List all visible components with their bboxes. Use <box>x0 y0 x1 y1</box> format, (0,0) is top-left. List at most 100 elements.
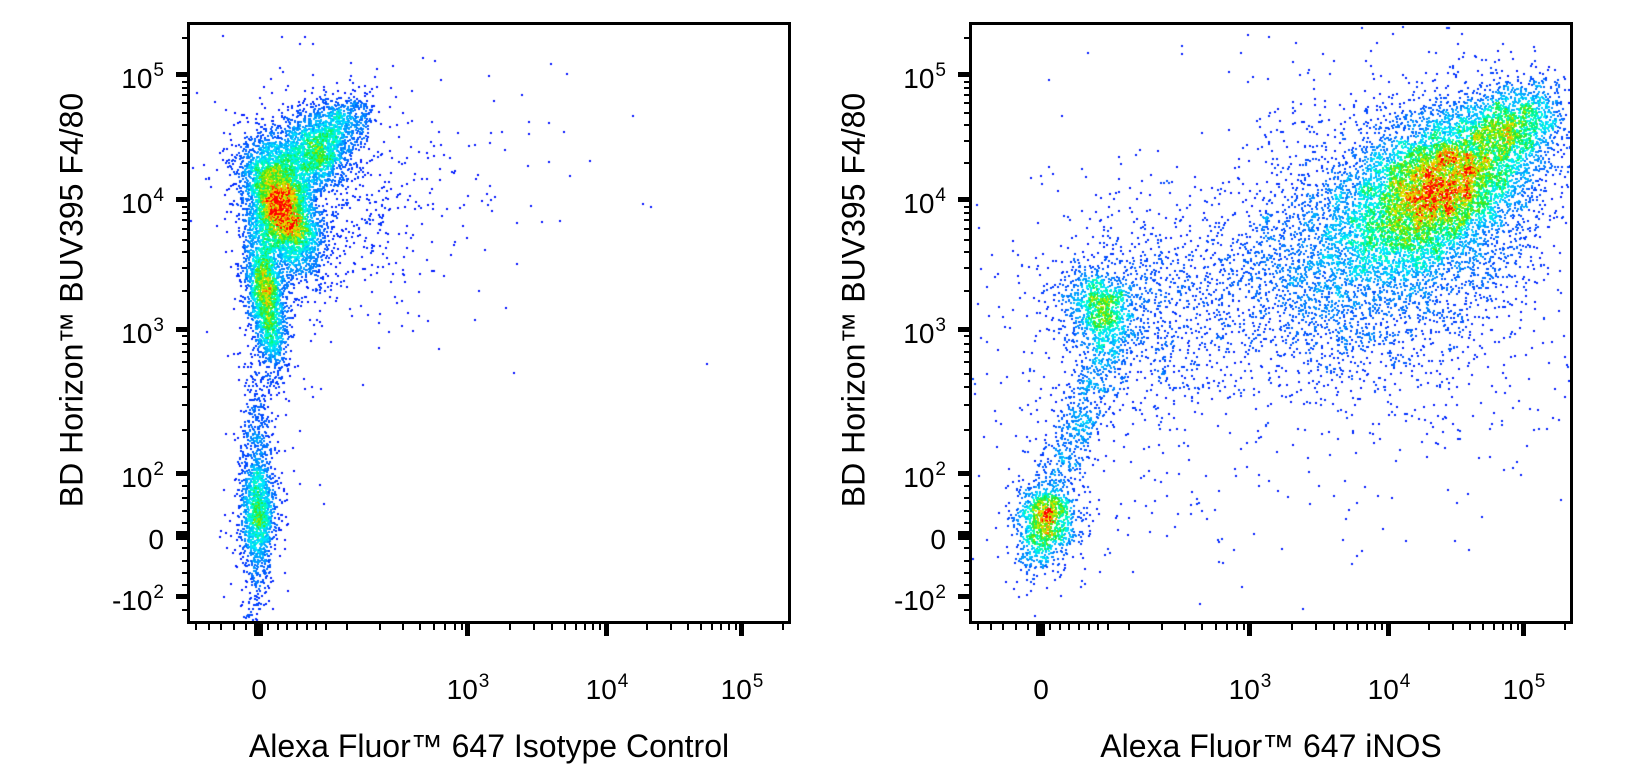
x-axis-minor-tick <box>1374 622 1376 630</box>
x-axis-minor-tick <box>711 622 713 630</box>
scatter-canvas-inos <box>972 25 1570 621</box>
x-axis-minor-tick <box>509 622 511 630</box>
x-axis-minor-tick <box>1236 622 1238 630</box>
y-axis-minor-tick <box>964 429 972 431</box>
y-axis-minor-tick <box>964 386 972 388</box>
x-axis-minor-tick <box>670 622 672 630</box>
x-axis-minor-tick <box>233 622 235 630</box>
y-axis-major-tick <box>958 531 972 540</box>
x-axis-minor-tick <box>1097 622 1099 630</box>
y-axis-major-tick <box>958 594 972 599</box>
x-axis-minor-tick <box>325 622 327 630</box>
y-axis-minor-tick <box>182 361 190 363</box>
y-axis-minor-tick <box>182 373 190 375</box>
y-axis-minor-tick <box>964 102 972 104</box>
x-axis-minor-tick <box>346 622 348 630</box>
x-axis-minor-tick <box>402 622 404 630</box>
x-axis-minor-tick <box>1015 622 1017 630</box>
x-axis-major-tick <box>604 622 609 636</box>
x-axis-minor-tick <box>296 622 298 630</box>
x-axis-minor-tick <box>208 622 210 630</box>
y-axis-major-tick <box>958 327 972 332</box>
y-axis-minor-tick <box>964 584 972 586</box>
x-axis-minor-tick <box>1469 622 1471 630</box>
y-axis-minor-tick <box>964 140 972 142</box>
y-axis-minor-tick <box>964 497 972 499</box>
y-axis-minor-tick <box>182 162 190 164</box>
y-axis-minor-tick <box>964 560 972 562</box>
y-axis-title: BD Horizon™ BUV395 F4/80 <box>53 92 90 508</box>
y-axis-minor-tick <box>182 343 190 345</box>
x-axis-minor-tick <box>286 622 288 630</box>
y-axis-minor-tick <box>182 386 190 388</box>
y-axis-minor-tick <box>182 547 190 549</box>
y-tick-label: 0 <box>930 524 946 555</box>
x-axis-minor-tick <box>1357 622 1359 630</box>
x-tick-label: 104 <box>585 671 629 705</box>
x-axis-minor-tick <box>1243 622 1245 630</box>
y-axis-minor-tick <box>182 497 190 499</box>
y-tick-label: 105 <box>903 60 946 94</box>
x-axis-minor-tick <box>533 622 535 630</box>
x-axis-minor-tick <box>1510 622 1512 630</box>
y-axis-minor-tick <box>182 510 190 512</box>
x-axis-minor-tick <box>433 622 435 630</box>
y-axis-minor-tick <box>182 404 190 406</box>
y-axis-minor-tick <box>964 510 972 512</box>
y-axis-minor-tick <box>964 94 972 96</box>
y-tick-label: 102 <box>121 459 164 493</box>
x-axis-minor-tick <box>1315 622 1317 630</box>
x-axis-major-tick <box>1386 622 1391 636</box>
x-axis-minor-tick <box>687 622 689 630</box>
x-axis-minor-tick <box>306 622 308 630</box>
x-axis-minor-tick <box>1068 622 1070 630</box>
y-axis-minor-tick <box>964 212 972 214</box>
y-axis-minor-tick <box>182 219 190 221</box>
plot-panel-isotype-control: Alexa Fluor™ 647 Isotype Control BD Hori… <box>54 22 791 764</box>
x-axis-minor-tick <box>1078 622 1080 630</box>
y-axis-minor-tick <box>964 162 972 164</box>
y-axis-minor-tick <box>964 404 972 406</box>
x-axis-minor-tick <box>1226 622 1228 630</box>
y-axis-minor-tick <box>964 124 972 126</box>
y-axis-minor-tick <box>964 351 972 353</box>
y-axis-minor-tick <box>964 572 972 574</box>
x-axis-minor-tick <box>584 622 586 630</box>
y-tick-label: -102 <box>893 582 946 616</box>
x-axis-minor-tick <box>419 622 421 630</box>
y-axis-minor-tick <box>182 429 190 431</box>
y-axis-minor-tick <box>182 228 190 230</box>
y-tick-label: 103 <box>121 315 164 349</box>
y-axis-minor-tick <box>182 102 190 104</box>
x-tick-label: 104 <box>1367 671 1411 705</box>
x-axis-major-tick <box>465 622 470 636</box>
x-axis-minor-tick <box>1502 622 1504 630</box>
y-axis-minor-tick <box>964 228 972 230</box>
y-axis-minor-tick <box>182 335 190 337</box>
y-tick-label: 103 <box>903 315 946 349</box>
y-axis-minor-tick <box>182 560 190 562</box>
y-axis-major-tick <box>176 531 190 540</box>
x-axis-major-tick <box>1521 622 1526 636</box>
y-axis-major-tick <box>176 471 190 476</box>
x-axis-minor-tick <box>1002 622 1004 630</box>
x-axis-minor-tick <box>646 622 648 630</box>
x-axis-minor-tick <box>444 622 446 630</box>
y-axis-minor-tick <box>964 547 972 549</box>
y-axis-minor-tick <box>182 485 190 487</box>
x-axis-minor-tick <box>315 622 317 630</box>
y-axis-minor-tick <box>964 485 972 487</box>
x-axis-minor-tick <box>551 622 553 630</box>
x-axis-minor-tick <box>1482 622 1484 630</box>
x-axis-minor-tick <box>1428 622 1430 630</box>
x-axis-minor-tick <box>1517 622 1519 630</box>
x-axis-minor-tick <box>700 622 702 630</box>
x-axis-minor-tick <box>735 622 737 630</box>
y-axis-minor-tick <box>964 37 972 39</box>
x-axis-minor-tick <box>1493 622 1495 630</box>
x-axis-title: Alexa Fluor™ 647 Isotype Control <box>248 728 730 764</box>
y-axis-major-tick <box>176 327 190 332</box>
x-axis-minor-tick <box>564 622 566 630</box>
y-tick-label: -102 <box>111 582 164 616</box>
x-axis-minor-tick <box>1128 622 1130 630</box>
